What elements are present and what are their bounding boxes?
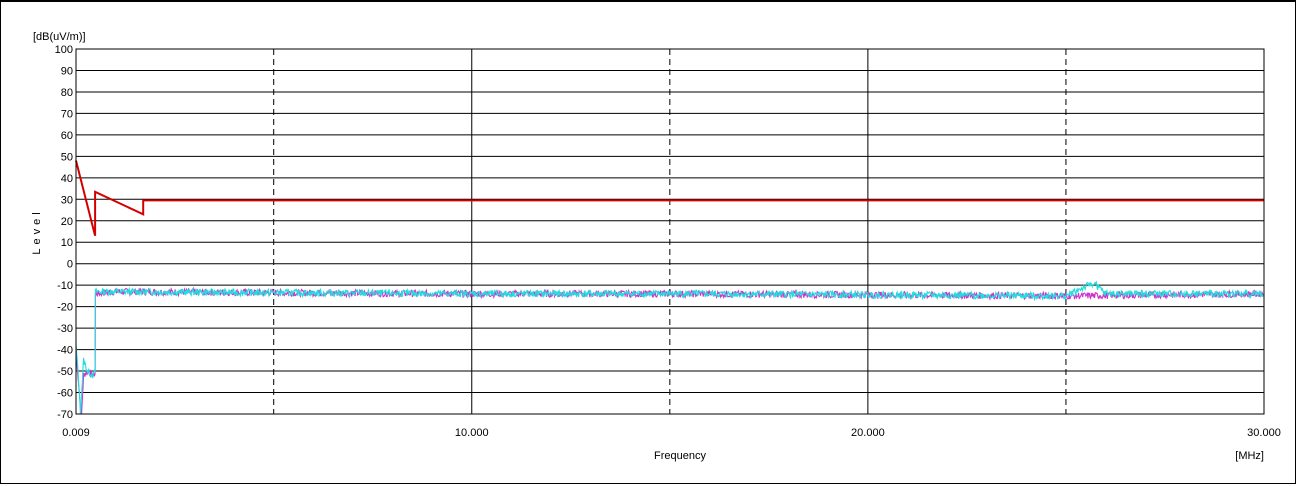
y-tick-label: -10 (57, 280, 73, 292)
y-tick-label: 50 (61, 151, 73, 163)
y-tick-label: -50 (57, 366, 73, 378)
y-tick-label: 40 (61, 173, 73, 185)
y-tick-label: 0 (67, 259, 73, 271)
x-tick-label: 30.000 (1247, 427, 1281, 439)
x-tick-label: 20.000 (851, 427, 885, 439)
y-axis-unit: [dB(uV/m)] (33, 31, 86, 43)
series-layer (75, 160, 1265, 415)
plot-area (75, 48, 1265, 415)
y-tick-label: 60 (61, 130, 73, 142)
x-axis-label: Frequency (654, 450, 706, 462)
y-tick-label: 90 (61, 65, 73, 77)
y-tick-label: -60 (57, 388, 73, 400)
grid (75, 48, 1265, 415)
y-tick-label: 70 (61, 108, 73, 120)
limit-line (75, 160, 1264, 237)
measurement-trace-trace2 (75, 280, 1265, 415)
y-tick-label: -20 (57, 302, 73, 314)
y-axis-label: Level (31, 208, 43, 254)
y-tick-labels: 1009080706050403020100-10-20-30-40-50-60… (55, 44, 73, 421)
y-tick-label: -40 (57, 345, 73, 357)
y-tick-label: 10 (61, 237, 73, 249)
x-tick-label: 0.009 (62, 427, 90, 439)
y-tick-label: -30 (57, 323, 73, 335)
y-tick-label: 20 (61, 216, 73, 228)
y-tick-label: 100 (55, 44, 73, 56)
y-tick-label: 30 (61, 194, 73, 206)
x-tick-label: 10.000 (455, 427, 489, 439)
y-tick-label: 80 (61, 87, 73, 99)
y-tick-label: -70 (57, 409, 73, 421)
x-axis-unit: [MHz] (1235, 450, 1264, 462)
x-tick-labels: 0.009 10.000 20.000 30.000 (62, 427, 1281, 439)
